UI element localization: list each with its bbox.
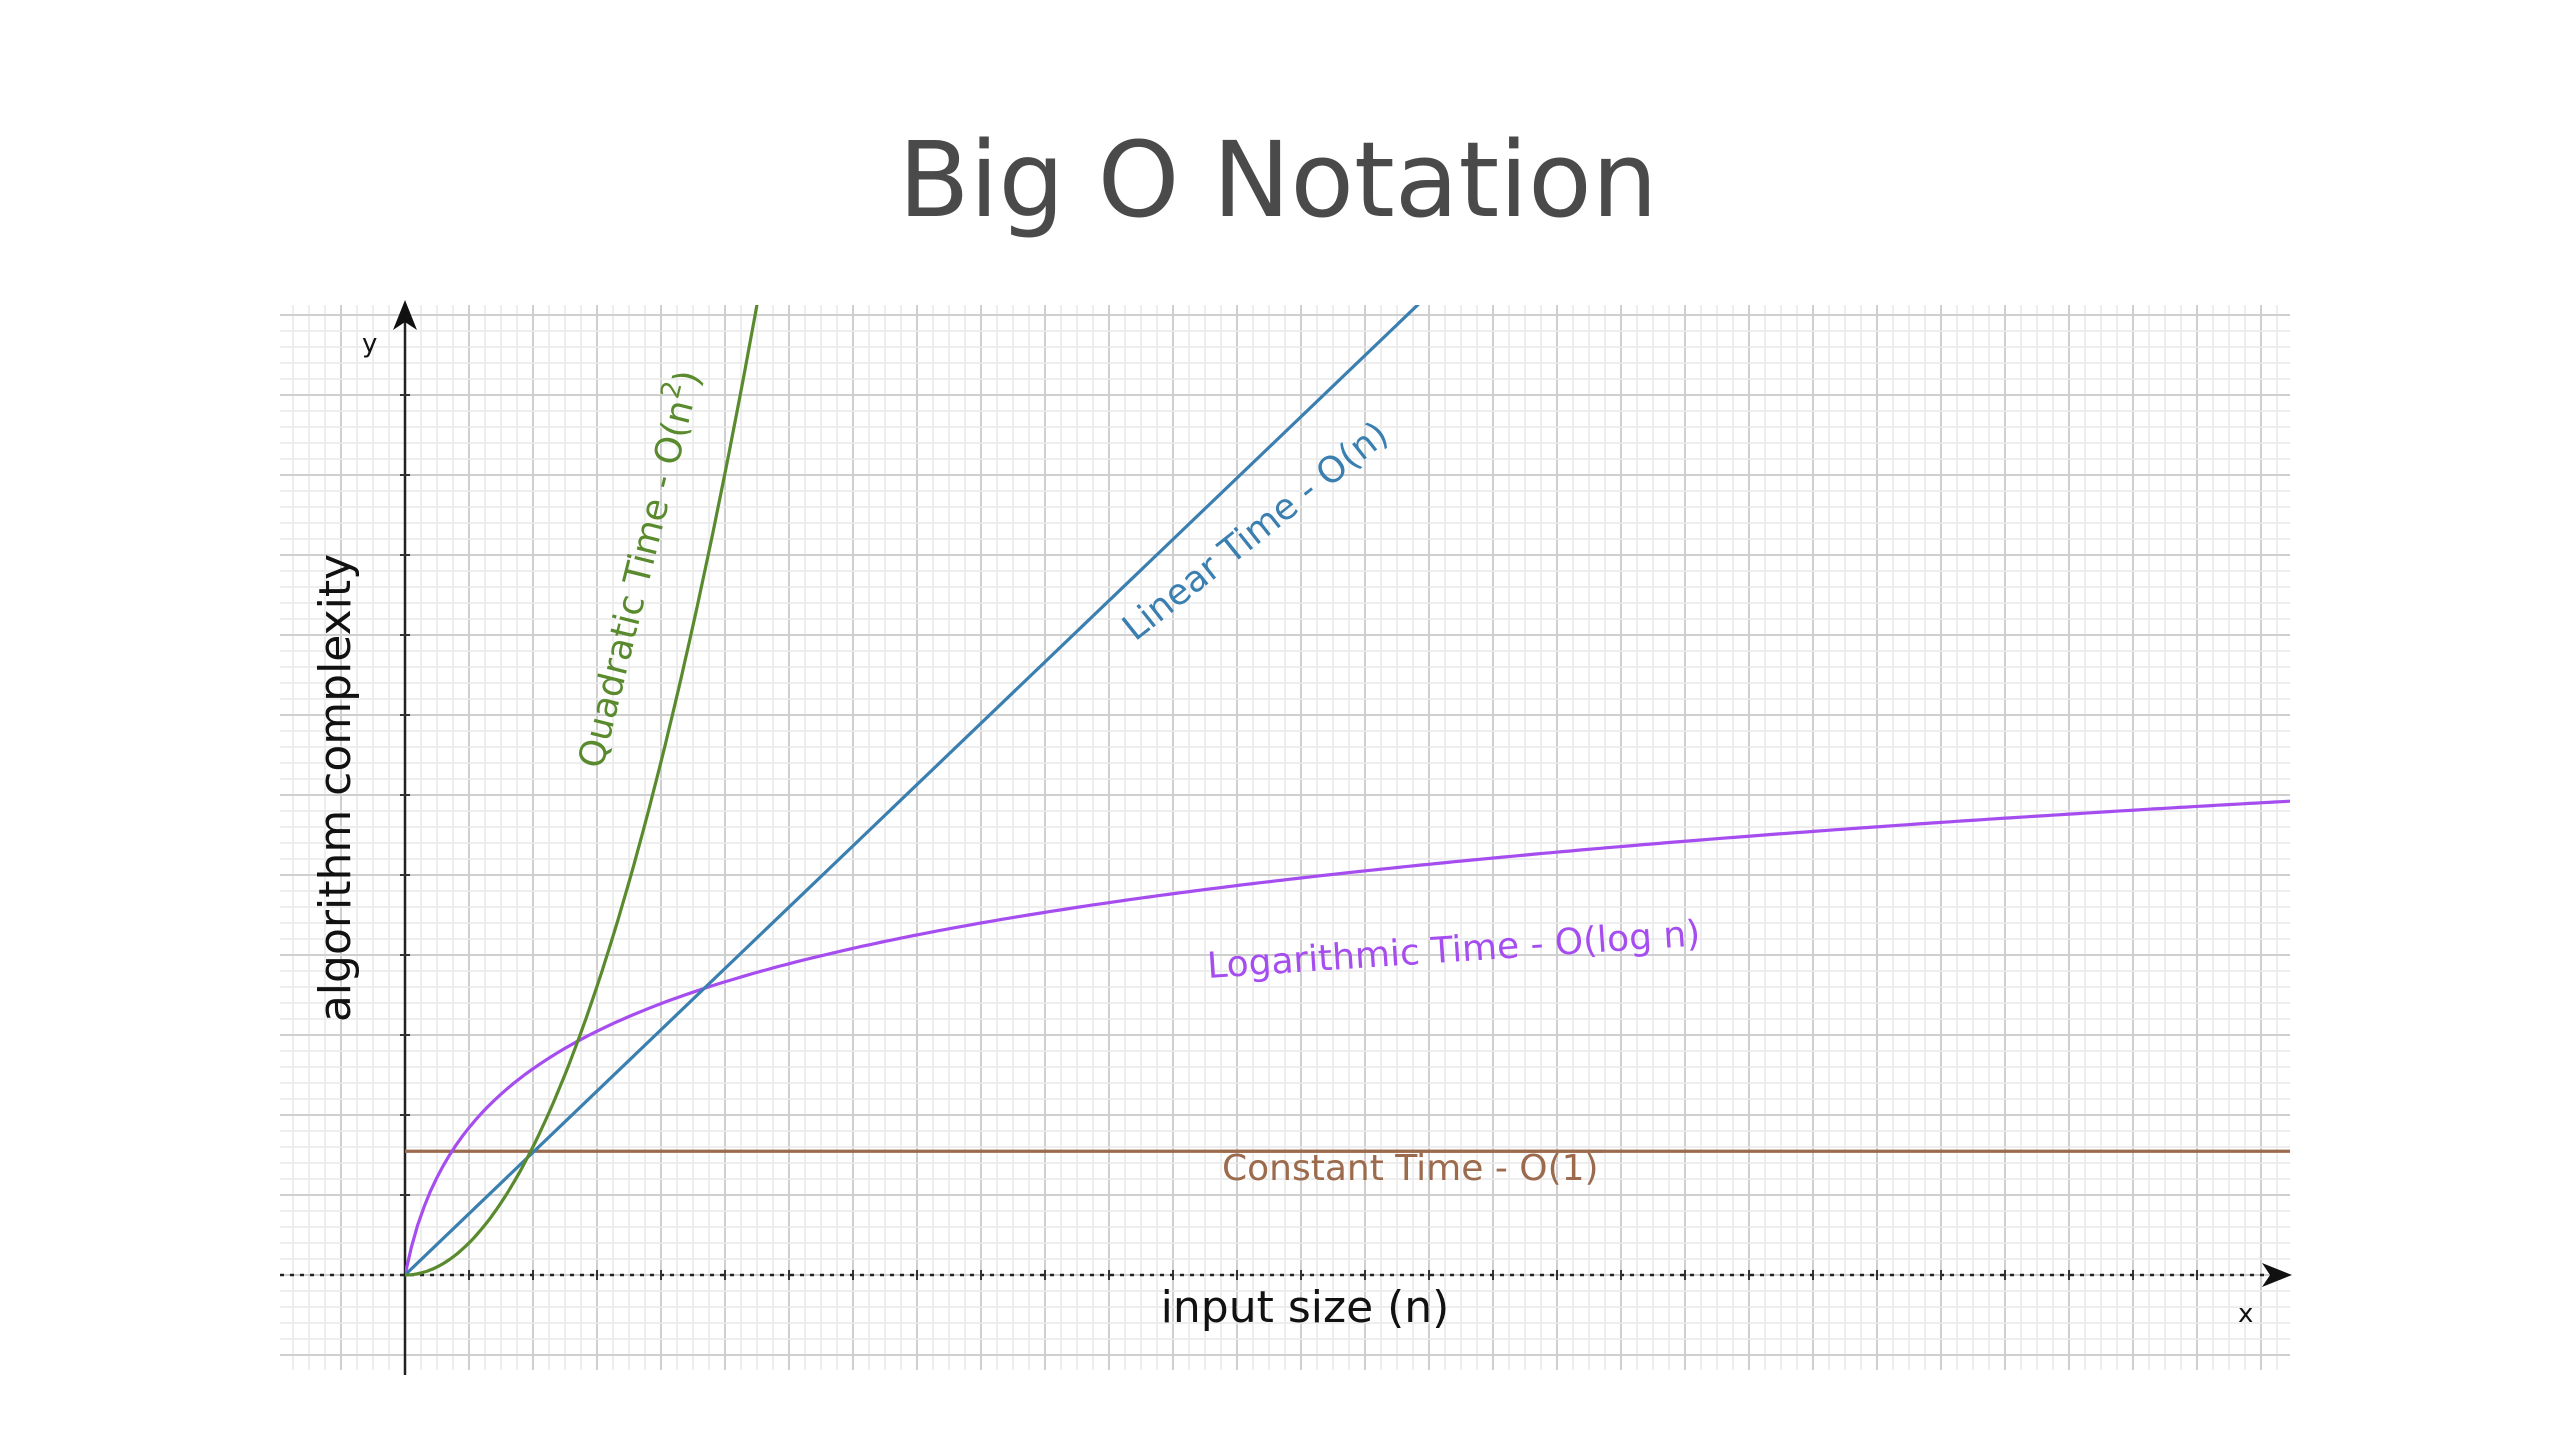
y-axis-arrow-icon: [393, 300, 417, 330]
series-label-logarithmic: Logarithmic Time - O(log n): [1206, 913, 1702, 987]
series-line-logarithmic: [405, 799, 2290, 1276]
y-axis-symbol: y: [362, 329, 377, 359]
series-line-quadratic: [405, 305, 759, 1277]
axes: [280, 300, 2292, 1375]
chart-title: Big O Notation: [898, 119, 1658, 241]
series-label-quadratic-exponent: 2: [655, 378, 688, 401]
series-line-linear: [405, 305, 1420, 1277]
x-axis-ticks: [468, 1270, 2198, 1280]
x-axis-symbol: x: [2238, 1299, 2253, 1329]
series: [405, 305, 2290, 1277]
y-axis-ticks: [400, 394, 410, 1196]
series-label-quadratic: Quadratic Time - O(n2): [564, 365, 709, 773]
labels: input size (n) algorithm complexity x y …: [310, 329, 2253, 1333]
grid: [280, 305, 2290, 1370]
x-axis-label: input size (n): [1161, 1282, 1450, 1333]
series-label-constant: Constant Time - O(1): [1222, 1148, 1599, 1189]
y-axis-label: algorithm complexity: [310, 554, 361, 1022]
x-axis-arrow-icon: [2262, 1263, 2292, 1287]
